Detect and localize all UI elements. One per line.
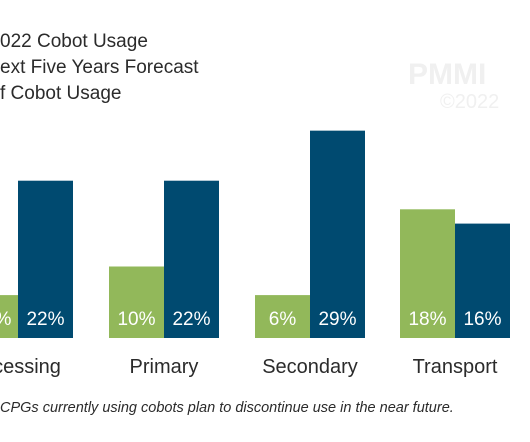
bar-secondary-series-2	[310, 130, 365, 338]
bar-transport-series-1	[400, 209, 455, 338]
footnote: CPGs currently using cobots plan to disc…	[0, 400, 454, 416]
bar-secondary-series-1	[255, 295, 310, 338]
bar-primary-series-1	[109, 266, 164, 338]
bar-value-label-processing-series-1: %	[0, 309, 12, 330]
watermark: PMMI ©2022	[408, 58, 499, 113]
bar-primary-series-2	[164, 180, 219, 338]
bars-layer	[0, 130, 510, 338]
bar-value-label-transport-series-1: 18%	[408, 309, 446, 330]
category-label-secondary: Secondary	[262, 356, 358, 378]
bar-transport-series-2	[455, 223, 510, 338]
category-labels: cessing Primary Secondary Transport	[0, 356, 498, 378]
legend-line-3: f Cobot Usage	[0, 83, 121, 104]
category-label-primary: Primary	[130, 356, 199, 378]
legend: 022 Cobot Usage ext Five Years Forecast …	[0, 31, 199, 104]
bar-value-label-transport-series-2: 16%	[463, 309, 501, 330]
category-label-transport: Transport	[413, 356, 498, 378]
bar-value-label-primary-series-2: 22%	[172, 309, 210, 330]
legend-line-1: 022 Cobot Usage	[0, 31, 148, 52]
category-label-processing: cessing	[0, 356, 61, 378]
bar-value-label-primary-series-1: 10%	[117, 309, 155, 330]
bar-value-label-secondary-series-2: 29%	[318, 309, 356, 330]
bar-value-label-secondary-series-1: 6%	[269, 309, 297, 330]
bar-value-label-processing-series-2: 22%	[26, 309, 64, 330]
bar-labels-layer: % 22% 10% 22% 6% 29% 18% 16%	[0, 309, 502, 330]
watermark-brand: PMMI	[408, 58, 486, 91]
bar-processing-series-1	[0, 295, 19, 338]
legend-line-2: ext Five Years Forecast	[0, 57, 199, 78]
bar-processing-series-2	[18, 180, 73, 338]
watermark-year: ©2022	[440, 91, 499, 113]
